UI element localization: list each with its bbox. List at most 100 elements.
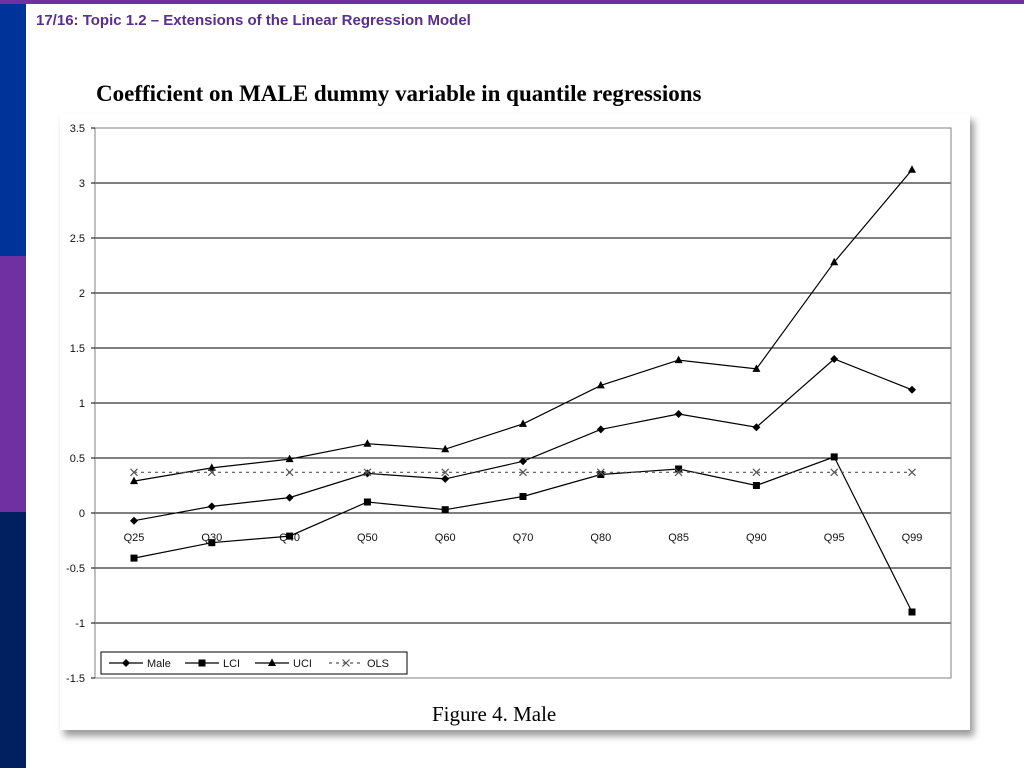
x-axis-ticks: Q25Q30Q40Q50Q60Q70Q80Q85Q90Q95Q99 bbox=[124, 532, 923, 544]
slide-heading: Coefficient on MALE dummy variable in qu… bbox=[96, 81, 702, 106]
data-point-ols bbox=[441, 468, 450, 477]
x-tick-label: Q60 bbox=[435, 532, 456, 544]
marker-triangle bbox=[285, 454, 294, 463]
marker-diamond bbox=[441, 474, 450, 483]
data-point-ols bbox=[207, 468, 216, 477]
data-point-uci bbox=[752, 364, 761, 372]
data-point-uci bbox=[830, 257, 839, 266]
data-point-male bbox=[596, 425, 605, 434]
legend-item-uci: UCI bbox=[255, 658, 312, 670]
figure-card bbox=[60, 114, 970, 730]
x-tick-label: Q50 bbox=[357, 532, 378, 544]
marker-square bbox=[363, 498, 371, 506]
marker-diamond bbox=[122, 659, 130, 667]
data-point-male bbox=[674, 410, 683, 418]
data-point-ols bbox=[285, 468, 294, 477]
x-tick-label: Q90 bbox=[746, 532, 767, 544]
marker-triangle bbox=[752, 364, 761, 372]
marker-diamond bbox=[285, 493, 294, 502]
y-tick-label: 1 bbox=[79, 398, 85, 410]
marker-diamond bbox=[130, 516, 138, 525]
legend-label-uci: UCI bbox=[293, 658, 312, 670]
x-tick-label: Q25 bbox=[124, 532, 145, 544]
data-point-lci bbox=[597, 471, 605, 478]
marker-square bbox=[597, 471, 605, 478]
marker-x bbox=[519, 468, 527, 477]
x-tick-label: Q85 bbox=[668, 532, 689, 544]
legend-label-ols: OLS bbox=[367, 658, 389, 670]
marker-triangle bbox=[130, 476, 138, 485]
marker-square bbox=[519, 493, 527, 500]
legend-item-lci: LCI bbox=[185, 658, 240, 670]
marker-x bbox=[363, 468, 372, 477]
marker-square bbox=[908, 608, 916, 616]
marker-square bbox=[441, 506, 449, 514]
data-point-uci bbox=[285, 454, 294, 463]
data-point-male bbox=[130, 516, 138, 525]
data-point-lci bbox=[441, 506, 449, 514]
y-tick-label: 3 bbox=[79, 178, 85, 190]
marker-x bbox=[441, 468, 450, 477]
x-tick-label: Q80 bbox=[590, 532, 611, 544]
marker-diamond bbox=[207, 502, 216, 511]
y-tick-label: 0.5 bbox=[70, 453, 85, 465]
data-point-male bbox=[363, 469, 372, 478]
legend-item-ols: OLS bbox=[329, 658, 389, 670]
data-point-ols bbox=[363, 468, 372, 477]
chart-legend: Male LCI UCI OLS bbox=[100, 651, 408, 675]
marker-triangle bbox=[519, 419, 527, 427]
x-tick-label: Q95 bbox=[824, 532, 845, 544]
data-point-lci bbox=[363, 498, 371, 506]
data-point-uci bbox=[130, 476, 138, 485]
y-tick-label: 1.5 bbox=[70, 343, 85, 355]
marker-square bbox=[830, 453, 838, 461]
y-tick-label: -0.5 bbox=[66, 563, 85, 575]
data-point-male bbox=[752, 423, 761, 432]
data-point-uci bbox=[441, 444, 450, 453]
series-male bbox=[130, 355, 916, 525]
marker-square bbox=[752, 482, 760, 489]
marker-x bbox=[130, 468, 138, 477]
marker-diamond bbox=[363, 469, 372, 478]
series-ols bbox=[130, 468, 916, 477]
marker-diamond bbox=[752, 423, 761, 432]
side-band-top bbox=[0, 4, 26, 256]
legend-item-male: Male bbox=[109, 658, 171, 670]
marker-triangle bbox=[207, 463, 216, 471]
marker-square bbox=[198, 659, 206, 667]
marker-diamond bbox=[596, 425, 605, 434]
marker-diamond bbox=[674, 410, 683, 418]
x-tick-label: Q30 bbox=[201, 532, 222, 544]
data-point-lci bbox=[519, 493, 527, 500]
marker-diamond bbox=[830, 355, 839, 363]
data-point-ols bbox=[130, 468, 138, 477]
data-point-lci bbox=[908, 608, 916, 616]
data-point-ols bbox=[596, 468, 605, 477]
y-tick-label: 2.5 bbox=[70, 233, 85, 245]
data-point-male bbox=[830, 355, 839, 363]
side-band-bottom bbox=[0, 512, 26, 768]
marker-triangle bbox=[674, 355, 683, 364]
marker-triangle bbox=[908, 165, 916, 173]
data-point-lci bbox=[208, 539, 216, 547]
chart-series bbox=[130, 165, 916, 616]
data-point-ols bbox=[519, 468, 527, 477]
y-tick-label: 2 bbox=[79, 288, 85, 300]
marker-x bbox=[207, 468, 216, 477]
data-point-lci bbox=[675, 465, 683, 473]
marker-triangle bbox=[441, 444, 450, 453]
data-point-uci bbox=[908, 165, 916, 173]
marker-square bbox=[130, 554, 138, 562]
series-lci bbox=[130, 453, 916, 616]
x-tick-label: Q70 bbox=[513, 532, 534, 544]
marker-x bbox=[596, 468, 605, 477]
data-point-ols bbox=[830, 468, 839, 477]
data-point-lci bbox=[130, 554, 138, 562]
data-point-uci bbox=[596, 380, 605, 389]
x-tick-label: Q99 bbox=[902, 532, 923, 544]
data-point-lci bbox=[752, 482, 760, 489]
data-point-lci bbox=[830, 453, 838, 461]
legend-box bbox=[100, 651, 408, 675]
marker-square bbox=[286, 532, 294, 540]
